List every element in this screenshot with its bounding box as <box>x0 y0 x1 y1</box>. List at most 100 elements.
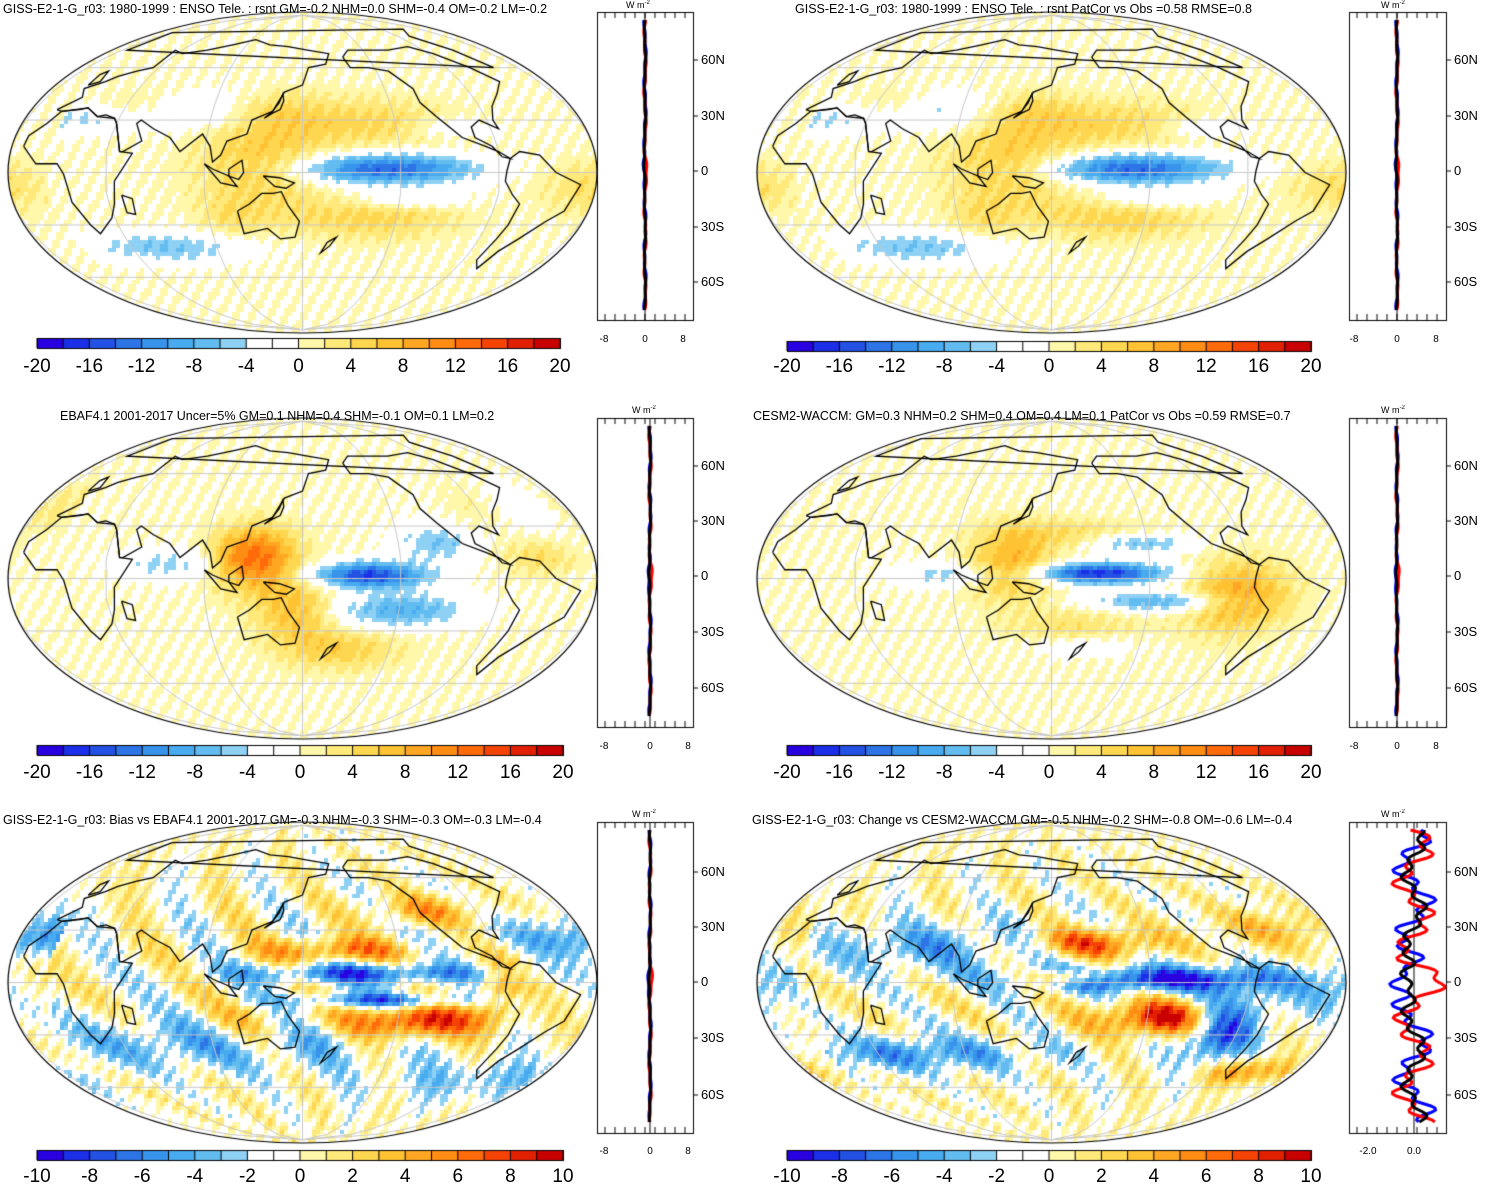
profile-tick-label: 8 <box>685 1146 691 1157</box>
profile-tick-label: -8 <box>599 334 609 345</box>
latitude-label: 30N <box>1454 513 1478 528</box>
colorbar-tick-label: -16 <box>75 762 104 783</box>
latitude-label: 60N <box>1454 864 1478 879</box>
profile-tick-label: -8 <box>599 1146 609 1157</box>
colorbar-tick-label: -8 <box>185 356 203 377</box>
colorbar-tick-label: 8 <box>1148 356 1160 377</box>
colorbar-tick-label: 4 <box>345 356 357 377</box>
profile-tick-label: 0 <box>647 741 653 752</box>
profile-tick-label: 8 <box>1433 334 1439 345</box>
colorbar-tick-label: -20 <box>773 356 801 377</box>
colorbar-tick-label: 8 <box>1253 1166 1264 1187</box>
panel-title: GISS-E2-1-G_r03: 1980-1999 : ENSO Tele. … <box>795 2 1252 16</box>
colorbar-tick-label: -10 <box>23 1166 51 1187</box>
panel-title: GISS-E2-1-G_r03: 1980-1999 : ENSO Tele. … <box>3 2 548 16</box>
colorbar-tick-label: 0 <box>1043 762 1055 783</box>
colorbar-tick-label: 10 <box>1300 1166 1322 1187</box>
latitude-label: 60S <box>1454 680 1478 695</box>
unit-label: W m-2 <box>1381 405 1405 415</box>
latitude-label: 30N <box>701 513 725 528</box>
latitude-label: 30S <box>1454 1030 1478 1045</box>
unit-label: W m-2 <box>1381 809 1405 819</box>
panel-title: GISS-E2-1-G_r03: Bias vs EBAF4.1 2001-20… <box>3 813 542 827</box>
colorbar-tick-label: 16 <box>1248 356 1270 377</box>
latitude-label: 30S <box>1454 624 1478 639</box>
colorbar-tick-label: 12 <box>447 762 469 783</box>
profile-tick-label: 8 <box>1433 741 1439 752</box>
colorbar-tick-label: -4 <box>935 1166 953 1187</box>
colorbar-tick-label: 20 <box>1300 356 1322 377</box>
colorbar-tick-label: -2 <box>988 1166 1006 1187</box>
colorbar-tick-label: 8 <box>397 356 409 377</box>
latitude-label: 60S <box>1454 274 1478 289</box>
colorbar-tick-label: -4 <box>237 356 255 377</box>
colorbar-tick-label: -10 <box>773 1166 801 1187</box>
colorbar-tick-label: -8 <box>935 356 953 377</box>
panel-title: GISS-E2-1-G_r03: Change vs CESM2-WACCM G… <box>752 813 1293 827</box>
unit-label: W m-2 <box>632 809 656 819</box>
latitude-label: 0 <box>1454 974 1462 989</box>
profile-tick-label: 0 <box>1394 334 1400 345</box>
latitude-label: 30S <box>701 624 725 639</box>
colorbar-tick-label: 4 <box>1096 762 1107 783</box>
colorbar-tick-label: 10 <box>552 1166 574 1187</box>
colorbar-tick-label: -16 <box>75 356 104 377</box>
colorbar-tick-label: 4 <box>1096 356 1107 377</box>
latitude-label: 30S <box>701 219 725 234</box>
colorbar-tick-label: -20 <box>23 356 51 377</box>
profile-tick-label: -8 <box>599 741 609 752</box>
profile-tick-label: 8 <box>680 334 686 345</box>
colorbar-tick-label: 8 <box>505 1166 516 1187</box>
latitude-label: 60S <box>701 274 725 289</box>
colorbar-tick-label: 12 <box>1195 356 1217 377</box>
profile-tick-label: 0.0 <box>1407 1146 1421 1157</box>
latitude-label: 0 <box>701 163 709 178</box>
latitude-label: 30N <box>1454 919 1478 934</box>
latitude-label: 60S <box>1454 1087 1478 1102</box>
profile-tick-label: -8 <box>1349 741 1359 752</box>
colorbar-tick-label: -8 <box>81 1166 99 1187</box>
panel-title: EBAF4.1 2001-2017 Uncer=5% GM=0.1 NHM=0.… <box>60 409 495 423</box>
colorbar-tick-label: 6 <box>452 1166 464 1187</box>
colorbar-tick-label: 16 <box>499 762 521 783</box>
colorbar-tick-label: 12 <box>1195 762 1217 783</box>
colorbar-tick-label: -4 <box>186 1166 204 1187</box>
colorbar-tick-label: 0 <box>293 356 304 377</box>
colorbar-tick-label: -16 <box>825 762 854 783</box>
latitude-label: 30N <box>1454 108 1478 123</box>
colorbar-tick-label: 12 <box>444 356 466 377</box>
colorbar-tick-label: -12 <box>127 356 156 377</box>
latitude-label: 0 <box>1454 163 1462 178</box>
latitude-label: 30N <box>701 108 725 123</box>
latitude-label: 60N <box>701 52 725 67</box>
latitude-label: 30N <box>701 919 725 934</box>
colorbar-tick-label: 20 <box>549 356 571 377</box>
colorbar-tick-label: 16 <box>1248 762 1270 783</box>
latitude-label: 60S <box>701 680 725 695</box>
colorbar-tick-label: -20 <box>773 762 801 783</box>
latitude-label: 0 <box>701 568 709 583</box>
colorbar-tick-label: -2 <box>238 1166 256 1187</box>
profile-tick-label: 0 <box>647 1146 653 1157</box>
colorbar-tick-label: -16 <box>825 356 854 377</box>
latitude-label: 60N <box>1454 52 1478 67</box>
colorbar-tick-label: -6 <box>883 1166 901 1187</box>
latitude-label: 60S <box>701 1087 725 1102</box>
colorbar-tick-label: 2 <box>1096 1166 1107 1187</box>
latitude-label: 0 <box>1454 568 1462 583</box>
latitude-label: 30S <box>701 1030 725 1045</box>
colorbar-tick-label: 16 <box>497 356 519 377</box>
latitude-label: 60N <box>1454 458 1478 473</box>
unit-label: W m-2 <box>1381 0 1405 10</box>
colorbar-tick-label: 4 <box>1148 1166 1160 1187</box>
colorbar-tick-label: 20 <box>1300 762 1322 783</box>
colorbar-tick-label: 6 <box>1200 1166 1212 1187</box>
colorbar-tick-label: -4 <box>238 762 256 783</box>
colorbar-tick-label: 4 <box>399 1166 411 1187</box>
colorbar-tick-label: 20 <box>552 762 574 783</box>
profile-tick-label: -8 <box>1349 334 1359 345</box>
profile-tick-label: 0 <box>1394 741 1400 752</box>
colorbar-tick-label: 0 <box>1043 1166 1055 1187</box>
latitude-label: 0 <box>701 974 709 989</box>
colorbar-tick-label: -6 <box>133 1166 151 1187</box>
